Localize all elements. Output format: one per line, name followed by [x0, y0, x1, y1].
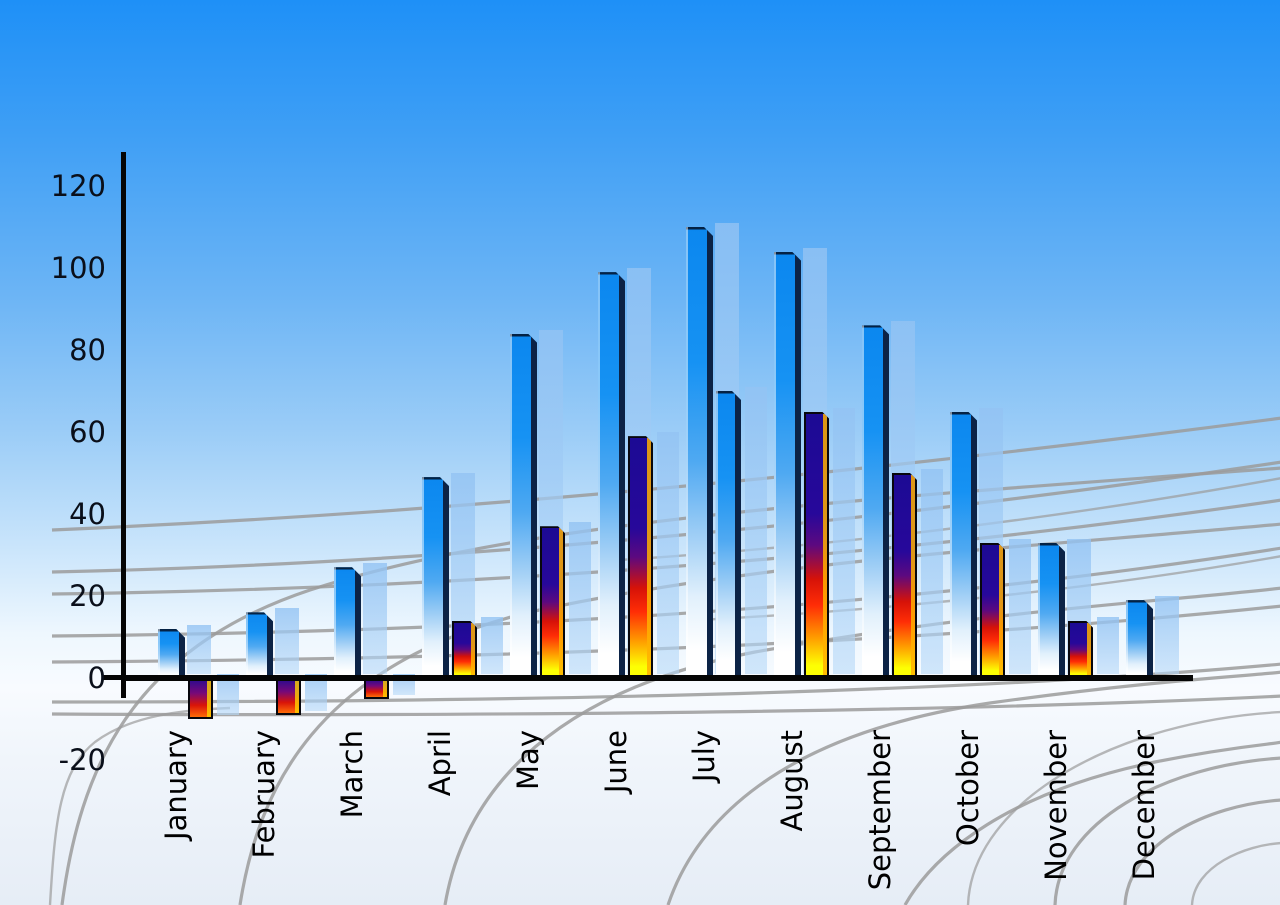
bar-january-series2-shadow	[217, 674, 239, 715]
bar-august-series1	[774, 252, 801, 678]
x-tick-label-january: January	[159, 730, 193, 840]
bar-september-series2-shadow	[921, 469, 943, 674]
y-tick-label-40: 40	[69, 497, 106, 531]
x-tick-label-may: May	[511, 730, 545, 790]
bar-august-series2	[804, 412, 829, 679]
bar-october-series1	[950, 412, 977, 679]
x-tick-label-march: March	[335, 730, 369, 819]
x-tick-label-december: December	[1127, 730, 1161, 881]
x-tick-label-june: June	[599, 730, 633, 794]
y-tick-label-20: 20	[69, 579, 106, 613]
bar-february-series1-shadow	[275, 608, 299, 674]
bar-january-series2	[188, 678, 213, 719]
x-tick-label-august: August	[775, 730, 809, 832]
bar-november-series1	[1038, 543, 1065, 678]
bar-march-series1	[334, 567, 361, 678]
bar-july-series2	[716, 391, 741, 678]
bar-april-series2	[452, 621, 477, 678]
bar-october-series2-shadow	[1009, 538, 1031, 674]
x-tick-label-november: November	[1039, 730, 1073, 881]
x-tick-label-july: July	[687, 730, 721, 783]
y-tick-label-100: 100	[50, 251, 106, 285]
x-tick-label-september: September	[863, 730, 897, 891]
grid-corner-arcs	[966, 710, 1280, 905]
x-tick-label-february: February	[247, 730, 281, 859]
bar-august-series2-shadow	[833, 407, 855, 674]
bar-june-series1	[598, 272, 625, 678]
bar-september-series2	[892, 473, 917, 678]
bar-october-series2	[980, 543, 1005, 678]
bar-march-series1-shadow	[363, 563, 387, 674]
bar-february-series2-shadow	[305, 674, 327, 711]
bar-april-series2-shadow	[481, 616, 503, 674]
bar-february-series1	[246, 612, 273, 678]
y-tick-label-80: 80	[69, 333, 106, 367]
bar-january-series1-shadow	[187, 624, 211, 674]
x-axis-line	[121, 675, 1193, 681]
x-tick-label-october: October	[951, 730, 985, 847]
x-tick-label-april: April	[423, 730, 457, 797]
bar-june-series2	[628, 436, 653, 678]
bar-july-series1	[686, 227, 713, 678]
y-tick-label-0: 0	[87, 661, 106, 695]
y-tick-label-60: 60	[69, 415, 106, 449]
y-axis-line	[121, 152, 126, 698]
bar-december-series1-shadow	[1155, 596, 1179, 674]
bar-september-series1	[862, 325, 889, 678]
bar-december-series1	[1126, 600, 1153, 678]
bar-april-series1	[422, 477, 449, 678]
y-tick-label--20: -20	[58, 743, 106, 777]
bar-march-series2	[364, 678, 389, 699]
bar-june-series2-shadow	[657, 432, 679, 674]
bar-january-series1	[158, 629, 185, 678]
bar-may-series1	[510, 334, 537, 678]
y-tick-label-120: 120	[50, 169, 106, 203]
zero-tick	[102, 675, 121, 680]
bar-july-series2-shadow	[745, 387, 767, 674]
bar-may-series2-shadow	[569, 522, 591, 674]
bar-november-series2-shadow	[1097, 616, 1119, 674]
bar-november-series2	[1068, 621, 1093, 678]
bar-february-series2	[276, 678, 301, 715]
bar-may-series2	[540, 526, 565, 678]
